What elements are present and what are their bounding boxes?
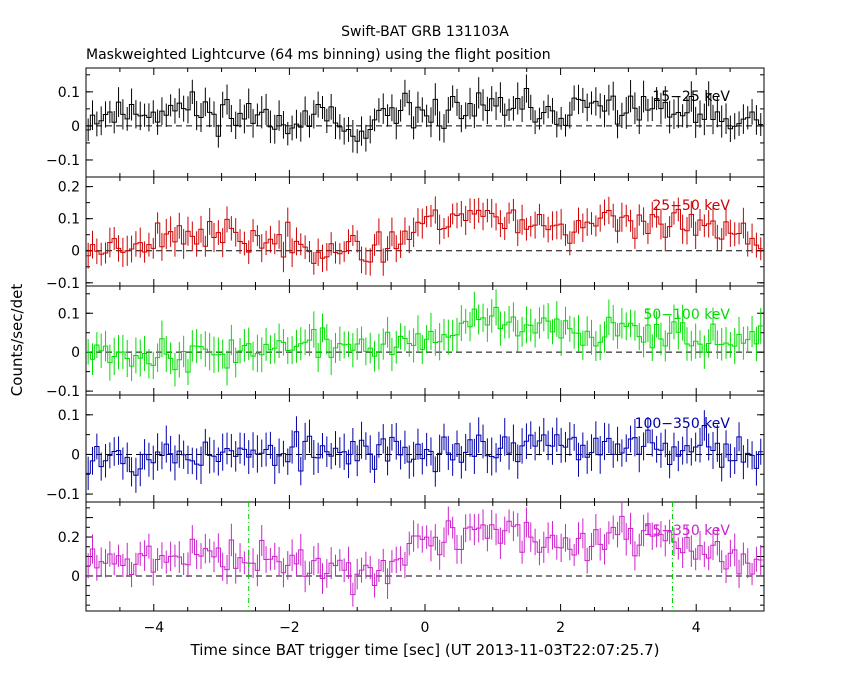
- x-tick-label: 2: [556, 620, 565, 636]
- y-tick-label: −0.1: [46, 487, 80, 503]
- x-tick-labels: −4 −2 0 2 4: [143, 620, 700, 636]
- y-tick-label: 0: [71, 345, 80, 361]
- y-tick-label: −0.1: [46, 153, 80, 169]
- lightcurve-step: [86, 515, 763, 596]
- panel-0: −0.1 0 0.1 15−25 keV: [46, 67, 765, 178]
- x-axis-label: Time since BAT trigger time [sec] (UT 20…: [190, 641, 660, 659]
- lightcurve-step: [86, 88, 763, 142]
- y-tick-label: 0: [71, 569, 80, 585]
- band-label: 15−350 keV: [643, 523, 730, 539]
- series-1: [86, 196, 763, 276]
- x-tick-label: −4: [143, 620, 164, 636]
- band-label: 100−350 keV: [635, 416, 731, 432]
- y-tick-label: 0.2: [58, 530, 80, 546]
- series-2: [86, 289, 763, 387]
- x-tick-label: 0: [421, 620, 430, 636]
- series-3: [86, 410, 763, 493]
- y-tick-label: 0.1: [58, 306, 80, 322]
- chart-subtitle: Maskweighted Lightcurve (64 ms binning) …: [86, 47, 551, 63]
- x-tick-label: 4: [692, 620, 701, 636]
- panel-1: −0.1 0 0.1 0.2 25−50 keV: [46, 176, 765, 292]
- chart-title: Swift-BAT GRB 131103A: [341, 24, 509, 40]
- y-tick-label: 0.1: [58, 85, 80, 101]
- panel-2: −0.1 0 0.1 50−100 keV: [46, 285, 765, 400]
- y-tick-label: −0.1: [46, 384, 80, 400]
- series-0: [86, 74, 763, 154]
- y-tick-label: 0: [71, 447, 80, 463]
- series-4: [86, 502, 763, 607]
- panels-group: −0.100.1 15−25 keV−0.100.10.225−50 keV−0.…: [46, 67, 765, 612]
- band-label: 15−25 keV: [652, 89, 730, 105]
- lightcurve-step: [86, 424, 763, 476]
- y-tick-label: 0: [71, 244, 80, 260]
- band-label: 50−100 keV: [643, 307, 730, 323]
- x-tick-label: −2: [279, 620, 300, 636]
- y-tick-label: 0.1: [58, 408, 80, 424]
- band-label: 25−50 keV: [652, 198, 730, 214]
- y-tick-label: −0.1: [46, 276, 80, 292]
- y-tick-label: 0.1: [58, 212, 80, 228]
- lightcurve-step: [86, 208, 763, 264]
- y-tick-label: 0.2: [58, 180, 80, 196]
- lightcurve-step: [86, 306, 763, 373]
- y-axis-label: Counts/sec/det: [8, 284, 26, 397]
- panel-3: −0.1 0 0.1 100−350 keV: [46, 394, 765, 503]
- y-tick-label: 0: [71, 119, 80, 135]
- panel-4: 0 0.2 15−350 keV: [58, 501, 765, 612]
